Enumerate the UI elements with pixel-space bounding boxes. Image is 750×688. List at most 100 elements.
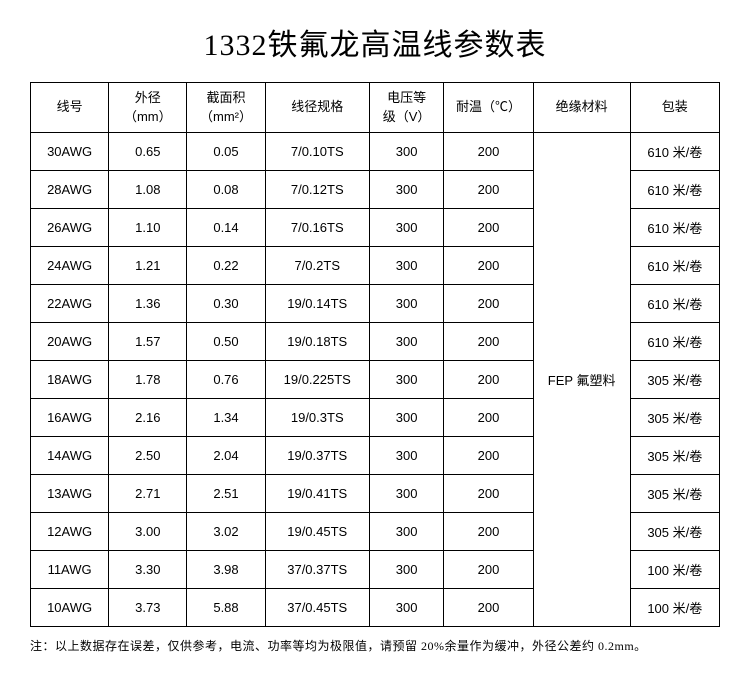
- pack-cell: 100 米/卷: [630, 551, 719, 589]
- cell: 19/0.225TS: [265, 361, 369, 399]
- footnote: 注：以上数据存在误差，仅供参考，电流、功率等均为极限值，请预留 20%余量作为缓…: [30, 637, 720, 654]
- cell: 200: [444, 475, 533, 513]
- cell: 200: [444, 133, 533, 171]
- cell: 2.50: [109, 437, 187, 475]
- cell: 18AWG: [31, 361, 109, 399]
- cell: 2.71: [109, 475, 187, 513]
- cell: 0.50: [187, 323, 265, 361]
- col-header-5: 耐温（℃）: [444, 83, 533, 133]
- cell: 13AWG: [31, 475, 109, 513]
- cell: 3.30: [109, 551, 187, 589]
- cell: 300: [369, 589, 443, 627]
- cell: 0.14: [187, 209, 265, 247]
- cell: 1.34: [187, 399, 265, 437]
- col-header-6: 绝缘材料: [533, 83, 630, 133]
- cell: 2.16: [109, 399, 187, 437]
- cell: 3.73: [109, 589, 187, 627]
- cell: 0.05: [187, 133, 265, 171]
- cell: 7/0.2TS: [265, 247, 369, 285]
- spec-table: 线号外径（mm）截面积（mm²）线径规格电压等级（V）耐温（℃）绝缘材料包装 3…: [30, 82, 720, 627]
- pack-cell: 610 米/卷: [630, 171, 719, 209]
- cell: 3.00: [109, 513, 187, 551]
- cell: 200: [444, 209, 533, 247]
- cell: 37/0.45TS: [265, 589, 369, 627]
- cell: 26AWG: [31, 209, 109, 247]
- cell: 200: [444, 513, 533, 551]
- cell: 300: [369, 475, 443, 513]
- table-header-row: 线号外径（mm）截面积（mm²）线径规格电压等级（V）耐温（℃）绝缘材料包装: [31, 83, 720, 133]
- cell: 1.36: [109, 285, 187, 323]
- cell: 300: [369, 285, 443, 323]
- table-row: 30AWG0.650.057/0.10TS300200FEP 氟塑料610 米/…: [31, 133, 720, 171]
- cell: 300: [369, 247, 443, 285]
- cell: 3.02: [187, 513, 265, 551]
- pack-cell: 305 米/卷: [630, 513, 719, 551]
- cell: 300: [369, 209, 443, 247]
- cell: 1.08: [109, 171, 187, 209]
- cell: 19/0.41TS: [265, 475, 369, 513]
- cell: 5.88: [187, 589, 265, 627]
- cell: 19/0.18TS: [265, 323, 369, 361]
- cell: 200: [444, 589, 533, 627]
- cell: 7/0.12TS: [265, 171, 369, 209]
- cell: 11AWG: [31, 551, 109, 589]
- cell: 0.22: [187, 247, 265, 285]
- cell: 28AWG: [31, 171, 109, 209]
- cell: 300: [369, 513, 443, 551]
- pack-cell: 610 米/卷: [630, 209, 719, 247]
- cell: 19/0.37TS: [265, 437, 369, 475]
- cell: 30AWG: [31, 133, 109, 171]
- col-header-7: 包装: [630, 83, 719, 133]
- cell: 19/0.45TS: [265, 513, 369, 551]
- cell: 200: [444, 171, 533, 209]
- pack-cell: 305 米/卷: [630, 399, 719, 437]
- col-header-4: 电压等级（V）: [369, 83, 443, 133]
- pack-cell: 610 米/卷: [630, 285, 719, 323]
- cell: 7/0.10TS: [265, 133, 369, 171]
- cell: 3.98: [187, 551, 265, 589]
- cell: 0.30: [187, 285, 265, 323]
- cell: 0.76: [187, 361, 265, 399]
- pack-cell: 100 米/卷: [630, 589, 719, 627]
- cell: 1.57: [109, 323, 187, 361]
- cell: 1.21: [109, 247, 187, 285]
- pack-cell: 305 米/卷: [630, 475, 719, 513]
- pack-cell: 610 米/卷: [630, 133, 719, 171]
- cell: 19/0.3TS: [265, 399, 369, 437]
- cell: 300: [369, 361, 443, 399]
- col-header-2: 截面积（mm²）: [187, 83, 265, 133]
- cell: 7/0.16TS: [265, 209, 369, 247]
- cell: 2.04: [187, 437, 265, 475]
- cell: 22AWG: [31, 285, 109, 323]
- cell: 2.51: [187, 475, 265, 513]
- cell: 0.08: [187, 171, 265, 209]
- pack-cell: 610 米/卷: [630, 323, 719, 361]
- cell: 37/0.37TS: [265, 551, 369, 589]
- col-header-3: 线径规格: [265, 83, 369, 133]
- pack-cell: 305 米/卷: [630, 437, 719, 475]
- cell: 19/0.14TS: [265, 285, 369, 323]
- page-title: 1332铁氟龙高温线参数表: [30, 20, 720, 64]
- cell: 14AWG: [31, 437, 109, 475]
- cell: 1.78: [109, 361, 187, 399]
- cell: 200: [444, 399, 533, 437]
- cell: 200: [444, 323, 533, 361]
- cell: 1.10: [109, 209, 187, 247]
- cell: 300: [369, 551, 443, 589]
- cell: 200: [444, 247, 533, 285]
- col-header-1: 外径（mm）: [109, 83, 187, 133]
- col-header-0: 线号: [31, 83, 109, 133]
- cell: 300: [369, 133, 443, 171]
- cell: 16AWG: [31, 399, 109, 437]
- cell: 300: [369, 171, 443, 209]
- cell: 300: [369, 323, 443, 361]
- cell: 20AWG: [31, 323, 109, 361]
- cell: 12AWG: [31, 513, 109, 551]
- cell: 24AWG: [31, 247, 109, 285]
- pack-cell: 610 米/卷: [630, 247, 719, 285]
- cell: 0.65: [109, 133, 187, 171]
- cell: 300: [369, 399, 443, 437]
- cell: 200: [444, 285, 533, 323]
- cell: 200: [444, 551, 533, 589]
- cell: 200: [444, 361, 533, 399]
